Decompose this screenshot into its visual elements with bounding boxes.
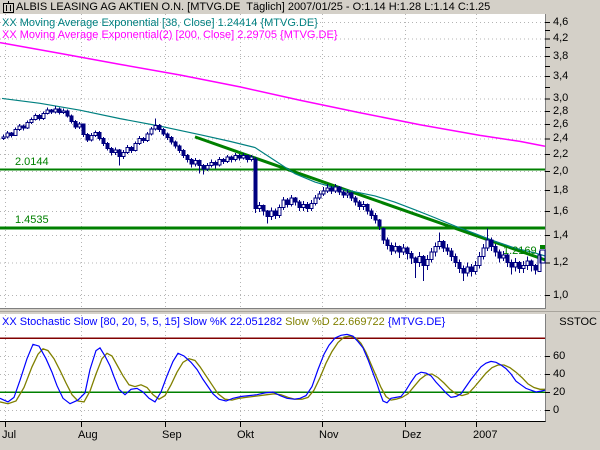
price-axis-label: 3,8 xyxy=(553,50,569,63)
price-axis-label: 1,0 xyxy=(553,289,569,301)
window-title: ALBIS LEASING AG AKTIEN O.N. [MTVG.DE Tä… xyxy=(16,1,491,13)
price-axis-label: 1,8 xyxy=(553,183,569,196)
price-axis-label: 1,2 xyxy=(553,256,569,269)
x-axis-label: Okt xyxy=(237,429,255,441)
price-axis-label: 3,0 xyxy=(553,92,569,105)
price-axis-label: 1,4 xyxy=(553,228,569,241)
support-line-label: 2.0144 xyxy=(15,155,49,168)
stochastic-axis-label: 40 xyxy=(553,368,566,380)
stochastic-axis-label: 0 xyxy=(553,404,560,416)
price-axis-label: 3,4 xyxy=(553,70,569,83)
support-line-label: 1.4535 xyxy=(15,214,49,227)
trendline-value-label: 1.2169 xyxy=(503,245,537,257)
price-axis-label: 2,4 xyxy=(553,132,569,145)
x-axis-label: Jul xyxy=(2,429,17,441)
ema200-indicator-label: XX Moving Average Exponential(2) [200, C… xyxy=(2,29,338,41)
price-axis-label: 1,6 xyxy=(553,204,569,217)
x-axis-label: Nov xyxy=(319,429,339,441)
x-axis-label: 2007 xyxy=(473,429,498,441)
stochastic-k-label: XX Stochastic Slow [80, 20, 5, 5, 15] Sl… xyxy=(2,316,283,328)
price-axis-label: 2,2 xyxy=(553,147,569,160)
stochastic-d-label: Slow %D 22.669722 xyxy=(282,316,385,328)
stochastic-axis-label: 20 xyxy=(553,386,566,398)
x-axis-label: Dez xyxy=(402,429,422,441)
window-chart-icon[interactable] xyxy=(3,1,14,13)
price-axis-label: 2,8 xyxy=(553,104,569,117)
stochastic-symbol-label: {MTVG.DE} xyxy=(384,316,446,328)
x-axis-label: Aug xyxy=(78,429,98,441)
price-axis-label: 4,2 xyxy=(553,32,569,45)
sstoc-axis-title: SSTOC xyxy=(559,316,597,328)
panel-separator[interactable] xyxy=(0,311,600,312)
ema38-indicator-label: XX Moving Average Exponential [38, Close… xyxy=(2,17,318,29)
price-axis-label: 4,6 xyxy=(553,15,569,28)
price-axis-label: 2,0 xyxy=(553,164,569,177)
price-axis-label: 2,6 xyxy=(553,118,569,131)
stochastic-axis-label: 60 xyxy=(553,350,566,362)
stochastic-header: XX Stochastic Slow [80, 20, 5, 5, 15] Sl… xyxy=(2,316,445,328)
x-axis-label: Sep xyxy=(162,429,182,441)
